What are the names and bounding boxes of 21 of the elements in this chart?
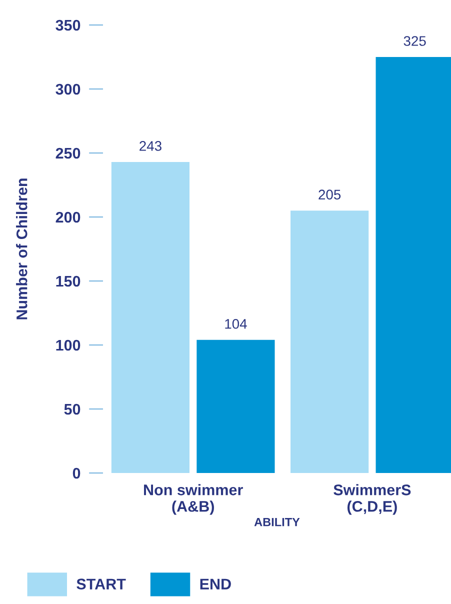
y-tick-label: 300 [56, 84, 80, 95]
legend-label: START [76, 578, 126, 590]
y-tick-label: 150 [56, 276, 80, 287]
data-label: 205 [318, 190, 341, 200]
bar [111, 162, 190, 473]
y-tick-label: 100 [56, 340, 80, 351]
x-axis-title: ABILITY [254, 518, 300, 526]
data-label: 243 [140, 141, 162, 151]
y-tick-label: 0 [72, 468, 80, 479]
y-tick-label: 50 [64, 404, 80, 415]
x-tick-label: SwimmerS (C,D,E) [334, 484, 411, 515]
data-label: 104 [225, 318, 247, 329]
y-tick-label: 200 [56, 212, 80, 223]
legend-label: END [200, 578, 231, 590]
bar [196, 340, 275, 473]
data-label: 325 [404, 36, 426, 46]
y-tick-label: 350 [56, 20, 80, 31]
x-tick-label: Non swimmer (A&B) [144, 484, 243, 515]
y-tick-label: 250 [56, 148, 80, 159]
bar [290, 210, 369, 473]
y-axis-title: Number of Children [16, 178, 28, 320]
